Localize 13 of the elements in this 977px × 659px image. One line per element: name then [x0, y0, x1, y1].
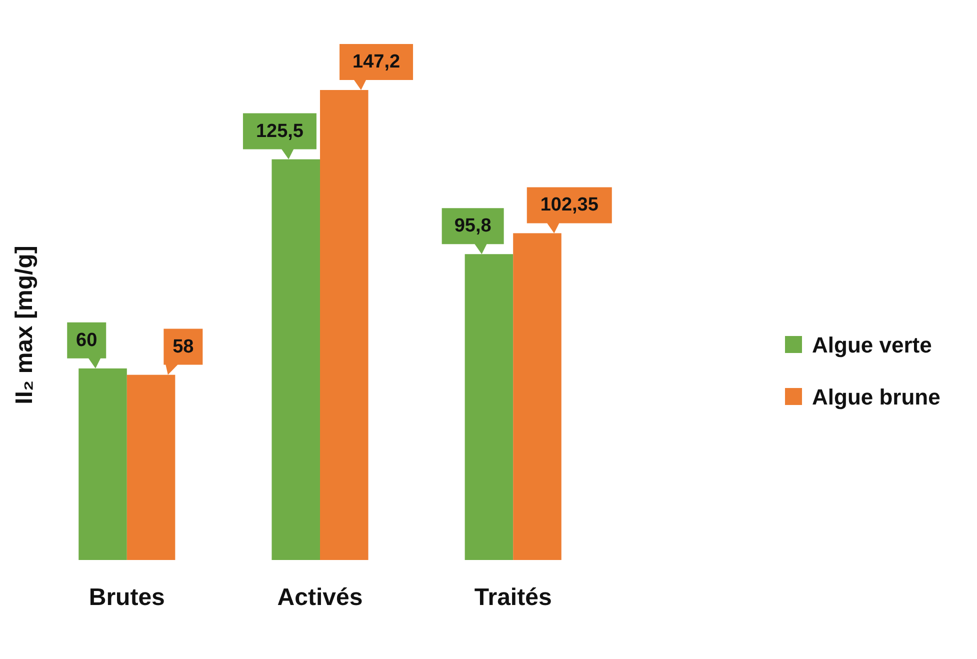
data-label: 95,8 — [454, 216, 492, 237]
y-axis-title: II₂ max [mg/g] — [11, 246, 38, 404]
data-label: 102,35 — [540, 194, 599, 216]
data-label: 60 — [76, 330, 98, 351]
bar — [126, 374, 176, 560]
x-tick-label: Brutes — [88, 584, 165, 611]
data-label: 147,2 — [352, 52, 400, 72]
x-tick-label: Traités — [474, 584, 552, 611]
data-label: 58 — [172, 336, 194, 358]
x-tick-label: Activés — [277, 584, 363, 611]
legend-label: Algue brune — [812, 384, 940, 410]
legend-label: Algue verte — [812, 332, 932, 358]
data-label: 125,5 — [256, 120, 304, 142]
